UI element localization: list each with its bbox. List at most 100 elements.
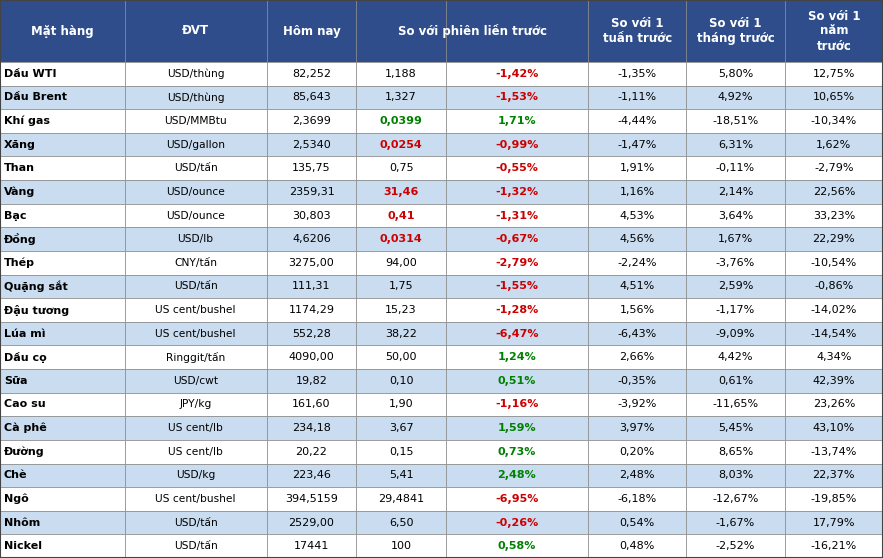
Bar	[0, 251, 125, 275]
Text: 42,39%: 42,39%	[812, 376, 855, 386]
Bar	[267, 511, 357, 535]
Bar	[125, 440, 267, 464]
Text: -1,47%: -1,47%	[617, 140, 657, 150]
Bar	[357, 0, 446, 62]
Text: 22,56%: 22,56%	[812, 187, 855, 197]
Bar	[446, 298, 588, 322]
Bar	[785, 275, 883, 298]
Text: -6,43%: -6,43%	[617, 329, 657, 339]
Text: Than: Than	[4, 163, 35, 174]
Text: -1,17%: -1,17%	[716, 305, 755, 315]
Bar	[588, 85, 686, 109]
Bar	[588, 440, 686, 464]
Bar	[446, 511, 588, 535]
Bar	[686, 85, 785, 109]
Text: 6,31%: 6,31%	[718, 140, 753, 150]
Text: USD/thùng: USD/thùng	[167, 69, 224, 79]
Text: 3,97%: 3,97%	[620, 423, 655, 433]
Text: USD/gallon: USD/gallon	[166, 140, 225, 150]
Text: 111,31: 111,31	[292, 281, 331, 291]
Text: -14,02%: -14,02%	[811, 305, 857, 315]
Text: -16,21%: -16,21%	[811, 541, 857, 551]
Bar	[0, 440, 125, 464]
Text: 4,51%: 4,51%	[620, 281, 655, 291]
Bar	[357, 369, 446, 393]
Bar	[357, 535, 446, 558]
Text: 2,5340: 2,5340	[292, 140, 331, 150]
Text: 5,80%: 5,80%	[718, 69, 753, 79]
Bar	[357, 85, 446, 109]
Bar	[357, 156, 446, 180]
Bar	[785, 535, 883, 558]
Bar	[125, 227, 267, 251]
Text: 0,73%: 0,73%	[498, 447, 536, 456]
Bar	[357, 511, 446, 535]
Bar	[125, 345, 267, 369]
Bar	[686, 369, 785, 393]
Bar	[686, 535, 785, 558]
Bar	[267, 369, 357, 393]
Bar	[785, 369, 883, 393]
Bar	[0, 416, 125, 440]
Bar	[588, 535, 686, 558]
Bar	[125, 487, 267, 511]
Text: 2,14%: 2,14%	[718, 187, 753, 197]
Text: -2,79%: -2,79%	[814, 163, 854, 174]
Text: -0,11%: -0,11%	[716, 163, 755, 174]
Text: 3275,00: 3275,00	[289, 258, 335, 268]
Bar	[357, 133, 446, 156]
Bar	[0, 0, 125, 62]
Bar	[686, 0, 785, 62]
Text: 38,22: 38,22	[385, 329, 417, 339]
Bar	[686, 133, 785, 156]
Text: 223,46: 223,46	[292, 470, 331, 480]
Text: -10,34%: -10,34%	[811, 116, 857, 126]
Text: -0,86%: -0,86%	[814, 281, 854, 291]
Text: 0,15: 0,15	[389, 447, 413, 456]
Bar	[785, 0, 883, 62]
Bar	[125, 464, 267, 487]
Text: 33,23%: 33,23%	[812, 210, 855, 220]
Bar	[357, 464, 446, 487]
Text: Bạc: Bạc	[4, 210, 26, 220]
Bar	[588, 275, 686, 298]
Text: 0,20%: 0,20%	[620, 447, 655, 456]
Text: -12,67%: -12,67%	[713, 494, 758, 504]
Text: Dầu Brent: Dầu Brent	[4, 93, 67, 103]
Text: Vàng: Vàng	[4, 187, 35, 197]
Text: US cent/lb: US cent/lb	[169, 423, 223, 433]
Text: 4,56%: 4,56%	[620, 234, 655, 244]
Text: USD/tấn: USD/tấn	[174, 541, 217, 551]
Bar	[125, 62, 267, 85]
Bar	[357, 62, 446, 85]
Text: -19,85%: -19,85%	[811, 494, 857, 504]
Text: Đậu tương: Đậu tương	[4, 305, 69, 315]
Bar	[267, 275, 357, 298]
Bar	[125, 204, 267, 227]
Bar	[0, 133, 125, 156]
Text: -1,32%: -1,32%	[495, 187, 539, 197]
Text: 1,75: 1,75	[389, 281, 413, 291]
Bar	[0, 511, 125, 535]
Text: 3,67: 3,67	[389, 423, 413, 433]
Bar	[446, 0, 588, 62]
Bar	[785, 322, 883, 345]
Text: 2,66%: 2,66%	[620, 352, 655, 362]
Text: 2359,31: 2359,31	[289, 187, 335, 197]
Bar	[267, 251, 357, 275]
Text: -3,76%: -3,76%	[716, 258, 755, 268]
Text: Ngô: Ngô	[4, 494, 29, 504]
Bar	[357, 487, 446, 511]
Text: So với phiên liền trước: So với phiên liền trước	[397, 24, 547, 38]
Bar	[125, 298, 267, 322]
Bar	[588, 369, 686, 393]
Text: -6,18%: -6,18%	[617, 494, 657, 504]
Bar	[588, 109, 686, 133]
Text: 1,62%: 1,62%	[816, 140, 851, 150]
Text: USD/cwt: USD/cwt	[173, 376, 218, 386]
Bar	[267, 440, 357, 464]
Bar	[588, 0, 686, 62]
Text: USD/ounce: USD/ounce	[166, 210, 225, 220]
Bar	[588, 345, 686, 369]
Text: -1,16%: -1,16%	[495, 400, 539, 410]
